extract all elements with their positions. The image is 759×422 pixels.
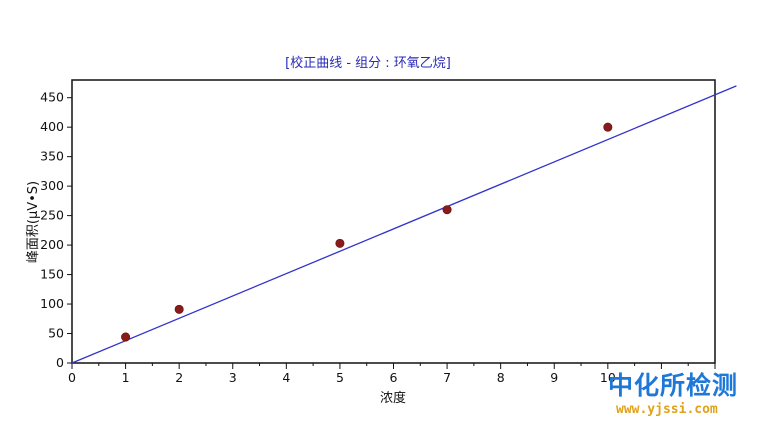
x-tick-label: 4: [282, 370, 290, 385]
y-tick-label: 400: [40, 119, 64, 134]
data-point: [174, 304, 184, 314]
y-tick-label: 0: [56, 355, 64, 370]
x-tick-label: 7: [443, 370, 451, 385]
calibration-fit-line: [71, 85, 737, 364]
x-tick-label: 6: [390, 370, 398, 385]
y-axis: 0 50 100 150 200 250 300 350 400 450: [40, 90, 72, 370]
data-point: [603, 122, 613, 132]
x-tick-label: 3: [229, 370, 237, 385]
y-tick-label: 450: [40, 90, 64, 105]
x-axis: 0 1 2 3 4 5 6 7 8 9 10: [68, 363, 716, 385]
watermark-logo-text: 中化所检测: [608, 371, 739, 400]
x-tick-label: 8: [497, 370, 505, 385]
y-tick-label: 300: [40, 178, 64, 193]
y-tick-label: 200: [40, 237, 64, 252]
x-tick-label: 2: [175, 370, 183, 385]
plot-area-frame: [71, 79, 716, 364]
y-tick-label: 350: [40, 149, 64, 164]
x-tick-label: 1: [122, 370, 130, 385]
x-tick-label: 0: [68, 370, 76, 385]
x-tick-label: 9: [550, 370, 558, 385]
x-tick-label: 10: [600, 370, 616, 385]
y-axis-label: 峰面积(μV•S): [26, 181, 41, 263]
y-tick-label: 50: [48, 326, 64, 341]
y-tick-label: 100: [40, 296, 64, 311]
watermark-url: www.yjssi.com: [616, 402, 718, 417]
data-point: [442, 205, 452, 215]
y-tick-label: 250: [40, 208, 64, 223]
x-tick-label: 5: [336, 370, 344, 385]
chart-title: [校正曲线 - 组分 : 环氧乙烷]: [285, 55, 451, 71]
x-axis-label: 浓度: [380, 390, 406, 406]
data-point: [335, 238, 345, 248]
data-point: [121, 332, 131, 342]
data-points: [121, 122, 613, 342]
y-tick-label: 150: [40, 267, 64, 282]
fit-line-group: [71, 85, 737, 364]
